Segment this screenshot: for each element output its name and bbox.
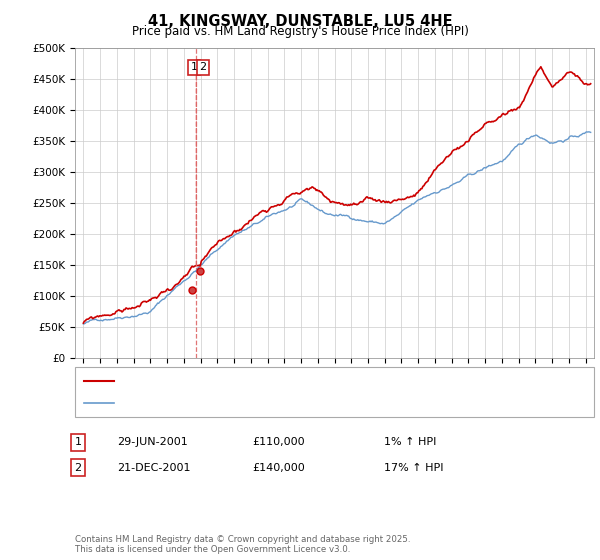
Text: £140,000: £140,000	[252, 463, 305, 473]
Text: 2: 2	[74, 463, 82, 473]
Text: Price paid vs. HM Land Registry's House Price Index (HPI): Price paid vs. HM Land Registry's House …	[131, 25, 469, 38]
Text: 1: 1	[74, 437, 82, 447]
Text: Contains HM Land Registry data © Crown copyright and database right 2025.
This d: Contains HM Land Registry data © Crown c…	[75, 535, 410, 554]
Text: 1: 1	[190, 63, 197, 72]
Text: 1% ↑ HPI: 1% ↑ HPI	[384, 437, 436, 447]
Text: 41, KINGSWAY, DUNSTABLE, LU5 4HE: 41, KINGSWAY, DUNSTABLE, LU5 4HE	[148, 14, 452, 29]
Text: 41, KINGSWAY, DUNSTABLE, LU5 4HE (semi-detached house): 41, KINGSWAY, DUNSTABLE, LU5 4HE (semi-d…	[120, 376, 437, 386]
Text: HPI: Average price, semi-detached house, Central Bedfordshire: HPI: Average price, semi-detached house,…	[120, 398, 450, 408]
Text: 2: 2	[200, 63, 206, 72]
Text: 17% ↑ HPI: 17% ↑ HPI	[384, 463, 443, 473]
Text: 21-DEC-2001: 21-DEC-2001	[117, 463, 191, 473]
Text: 29-JUN-2001: 29-JUN-2001	[117, 437, 188, 447]
Text: £110,000: £110,000	[252, 437, 305, 447]
